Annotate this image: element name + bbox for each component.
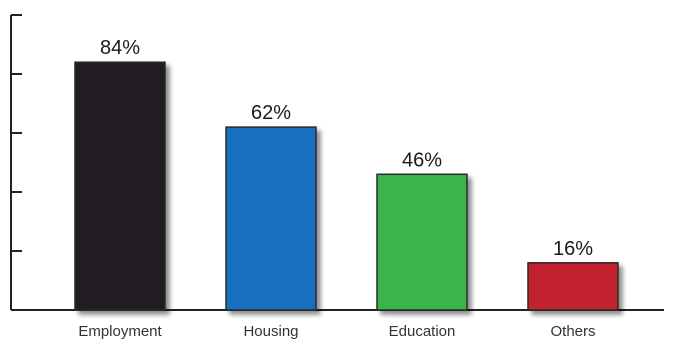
bar-employment <box>74 61 166 311</box>
bar-education <box>376 173 468 311</box>
x-tick-label-others: Others <box>550 323 595 340</box>
labels-group: 84% Employment 62% Housing 46% Education 16% Ot… <box>78 37 595 340</box>
data-label-education: 46% <box>402 149 442 171</box>
x-tick-label-housing: Housing <box>243 323 298 340</box>
data-label-employment: 84% <box>100 37 140 59</box>
bar-others <box>527 262 619 311</box>
x-tick-label-employment: Employment <box>78 323 162 340</box>
data-label-housing: 62% <box>251 102 291 124</box>
x-tick-label-education: Education <box>389 323 456 340</box>
bar-housing <box>225 126 317 311</box>
data-label-others: 16% <box>553 238 593 260</box>
bars-group <box>74 61 619 311</box>
